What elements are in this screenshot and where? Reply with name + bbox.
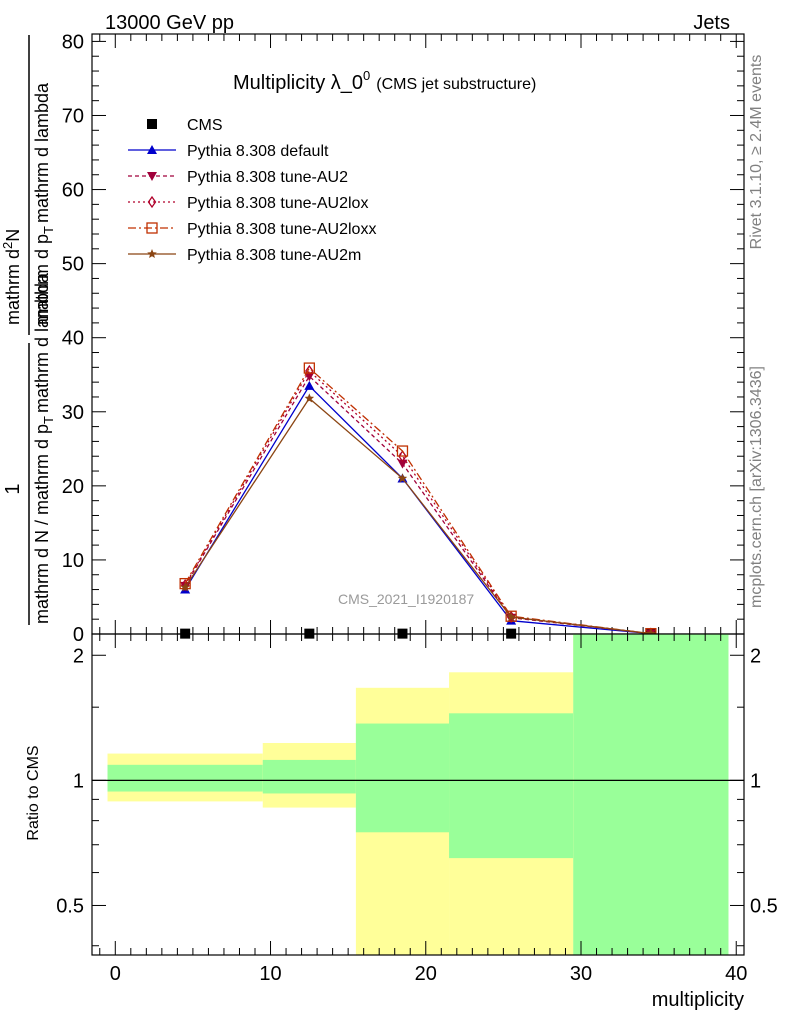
ratio-band-green — [355, 723, 450, 833]
analysis-watermark: CMS_2021_I1920187 — [338, 591, 474, 607]
ratio-y-tick-label-right: 0.5 — [750, 895, 778, 917]
ratio-frame-rect — [91, 633, 745, 956]
ylabel-den-sub: T — [41, 416, 56, 424]
ylabel-inner-denominator: mathrm d pTmathrm d lambda — [32, 82, 56, 325]
data-point — [180, 582, 190, 592]
legend-label: Pythia 8.308 tune-AU2lox — [187, 195, 368, 212]
data-point — [304, 380, 315, 390]
chart-title-main: Multiplicity λ_0 — [233, 72, 363, 94]
y-tick-label: 60 — [62, 180, 84, 202]
data-point — [505, 610, 517, 622]
x-axis-label: multiplicity — [652, 989, 744, 1011]
ratio-y-tick-label: 2 — [73, 645, 84, 667]
ratio-y-tick-label: 1 — [73, 770, 84, 792]
data-point — [397, 459, 408, 469]
header-right: Jets — [693, 12, 730, 34]
data-point — [303, 362, 315, 374]
chart-title-sup: 0 — [363, 68, 370, 83]
ratio-band-green — [107, 764, 263, 792]
mcplots-label: mcplots.cern.ch [arXiv:1306.3436] — [748, 366, 765, 608]
ratio-bands — [92, 634, 744, 955]
ratio-y-tick-label: 0.5 — [56, 895, 84, 917]
legend-label: CMS — [187, 117, 223, 134]
ratio-band-green — [262, 759, 356, 794]
series-line — [184, 369, 651, 635]
data-point — [397, 473, 408, 483]
y-tick-label: 80 — [62, 31, 84, 53]
ratio-band-green — [449, 713, 574, 859]
chart-title-suffix: (CMS jet substructure) — [376, 76, 536, 93]
ratio-band-green — [573, 634, 729, 955]
ylabel-numerator: 1 — [2, 483, 24, 494]
legend-marker — [147, 172, 157, 181]
legend-marker — [147, 195, 157, 209]
ratio-ticks: 0.5 0.51 12 20 10 20 30 40 — [56, 634, 778, 985]
data-point — [398, 450, 407, 463]
ylabel-inner-den-sub: T — [41, 226, 56, 234]
ylabel-den-text: mathrm d N / mathrm d p — [32, 424, 52, 624]
ylabel-inner-num-text: mathrm d — [3, 249, 23, 325]
x-tick-label: 0 — [110, 963, 121, 985]
x-tick-label: 20 — [415, 963, 437, 985]
ratio-plot-frame — [91, 633, 745, 956]
legend-label: Pythia 8.308 default — [187, 143, 329, 160]
y-tick-label: 70 — [62, 105, 84, 127]
data-point — [506, 612, 516, 621]
data-point — [304, 393, 315, 403]
y-tick-label: 10 — [62, 550, 84, 572]
ylabel-inner-den-tail: mathrm d lambda — [32, 82, 52, 223]
y-tick-label: 50 — [62, 254, 84, 276]
ylabel-inner-num-N: N — [3, 229, 23, 242]
legend-marker — [147, 249, 157, 258]
ylabel-inner-den-text: mathrm d p — [32, 234, 52, 325]
legend-marker — [147, 119, 157, 129]
ylabel-den-tail: mathrm d lambda — [32, 272, 52, 413]
main-y-axis-label: 1 mathrm d N / mathrm d pTmathrm d lambd… — [0, 35, 56, 625]
chart-title: Multiplicity λ_00 (CMS jet substructure) — [233, 68, 536, 94]
x-tick-label: 10 — [259, 963, 281, 985]
main-y-ticks: 0 10 20 30 40 50 60 70 80 — [62, 31, 744, 646]
x-tick-label: 40 — [725, 963, 747, 985]
ratio-y-tick-label-right: 2 — [750, 645, 761, 667]
legend-label: Pythia 8.308 tune-AU2m — [187, 247, 361, 264]
header-left: 13000 GeV pp — [105, 12, 234, 34]
y-tick-label: 0 — [73, 624, 84, 646]
x-tick-label: 30 — [570, 963, 592, 985]
legend-marker — [146, 222, 158, 234]
legend-label: Pythia 8.308 tune-AU2loxx — [187, 221, 376, 238]
legend-marker — [147, 145, 157, 154]
rivet-label: Rivet 3.1.10, ≥ 2.4M events — [748, 55, 765, 250]
ylabel-denominator: mathrm d N / mathrm d pTmathrm d lambda — [32, 272, 56, 624]
legend-label: Pythia 8.308 tune-AU2 — [187, 169, 348, 186]
data-point — [396, 445, 409, 457]
y-tick-label: 40 — [62, 328, 84, 350]
ylabel-inner-numerator: mathrm d2N — [0, 229, 23, 325]
legend: CMS Pythia 8.308 default Pythia 8.308 tune… — [128, 117, 376, 264]
y-tick-label: 30 — [62, 402, 84, 424]
series-line — [184, 367, 651, 635]
ratio-y-axis-label: Ratio to CMS — [25, 745, 42, 840]
ratio-y-tick-label-right: 1 — [750, 770, 761, 792]
ylabel-inner-num-sup: 2 — [0, 242, 15, 249]
y-tick-label: 20 — [62, 476, 84, 498]
